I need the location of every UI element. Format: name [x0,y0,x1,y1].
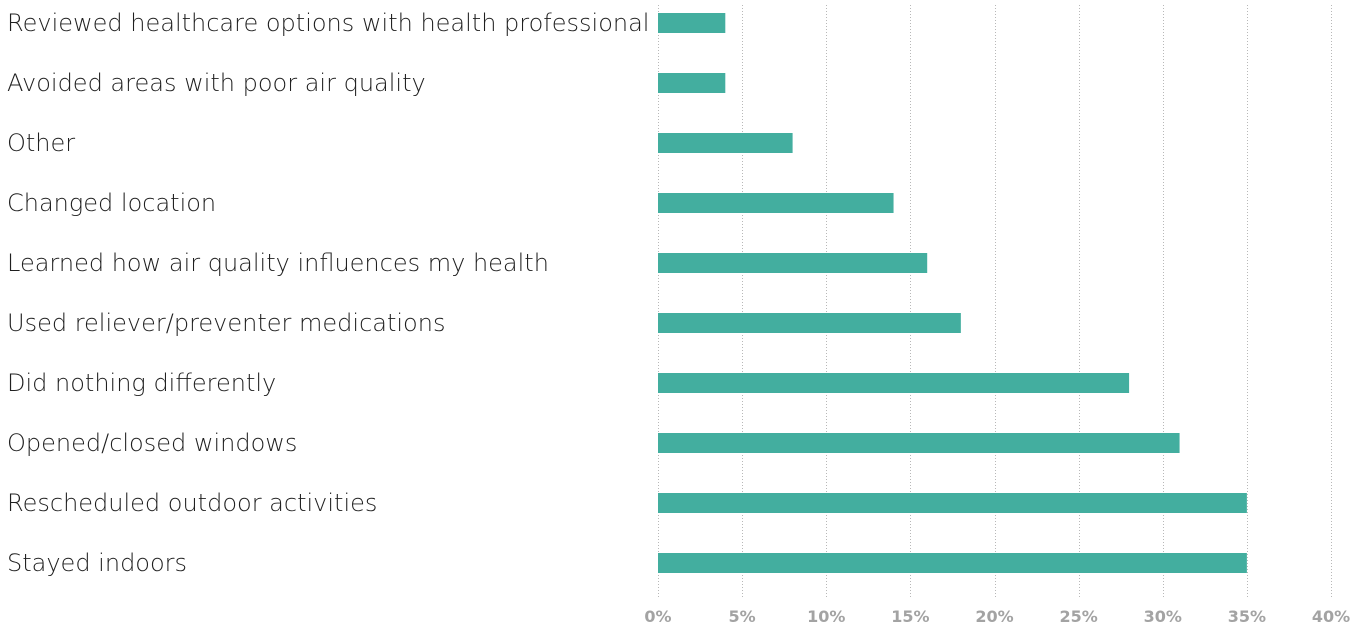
category-labels: Reviewed healthcare options with health … [7,9,649,577]
category-label: Reviewed healthcare options with health … [7,9,649,37]
x-tick-label: 10% [807,607,845,626]
bar [658,373,1130,393]
category-label: Changed location [7,189,216,217]
x-tick-label: 25% [1059,607,1097,626]
bar [658,253,928,273]
category-label: Avoided areas with poor air quality [7,69,426,97]
bar [658,193,894,213]
x-tick-label: 0% [644,607,671,626]
bar [658,433,1180,453]
x-tick-label: 15% [891,607,929,626]
x-tick-label: 35% [1228,607,1266,626]
category-label: Used reliever/preventer medications [7,309,445,337]
bar [658,313,961,333]
bar [658,553,1247,573]
category-label: Other [7,129,75,157]
bars [658,13,1247,573]
x-tick-label: 5% [729,607,756,626]
bar [658,493,1247,513]
x-tick-label: 40% [1312,607,1350,626]
x-axis-tick-labels: 0% 5% 10% 15% 20% 25% 30% 35% 40% [644,607,1350,626]
category-label: Opened/closed windows [7,429,297,457]
category-label: Rescheduled outdoor activities [7,489,377,517]
bar [658,133,793,153]
x-tick-label: 20% [975,607,1013,626]
category-label: Learned how air quality influences my he… [7,249,549,277]
category-label: Did nothing differently [7,369,276,397]
bar [658,73,726,93]
category-label: Stayed indoors [7,549,187,577]
bar [658,13,726,33]
x-tick-label: 30% [1144,607,1182,626]
